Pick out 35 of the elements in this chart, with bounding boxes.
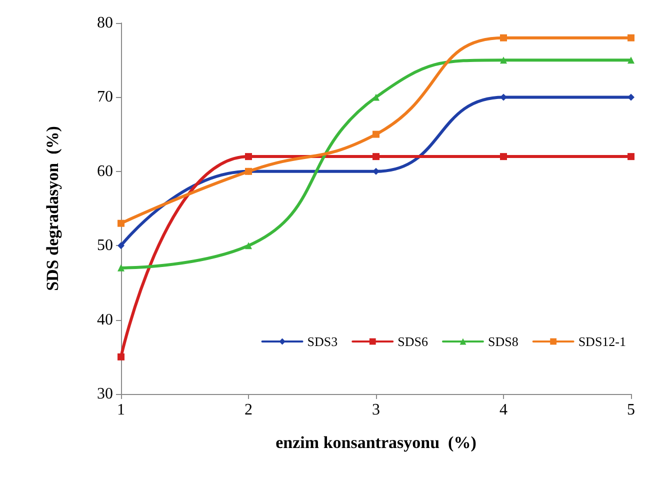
legend-label: SDS3 <box>307 334 338 349</box>
point <box>118 264 124 272</box>
point <box>372 168 380 175</box>
point <box>118 220 124 227</box>
point <box>372 130 380 138</box>
y-axis-title: SDS degradasyon (%) <box>43 126 62 291</box>
legend-label: SDS8 <box>488 334 518 349</box>
y-tick-label: 50 <box>97 237 113 254</box>
point <box>628 34 634 42</box>
legend-label: SDS6 <box>398 334 428 349</box>
point <box>118 242 124 250</box>
point <box>245 242 252 250</box>
point <box>118 353 124 360</box>
point <box>628 56 634 64</box>
point <box>628 153 634 160</box>
y-tick-label: 40 <box>97 311 113 328</box>
x-tick-label: 2 <box>244 402 252 418</box>
point <box>500 153 507 160</box>
y-tick-label: 80 <box>97 14 113 32</box>
x-tick-label: 5 <box>627 402 635 418</box>
y-tick-label: 60 <box>97 162 113 180</box>
legend-label: SDS12-1 <box>578 334 626 349</box>
point <box>245 153 252 160</box>
point <box>372 94 380 101</box>
y-tick-label: 30 <box>97 386 113 402</box>
point <box>500 34 507 42</box>
x-tick-label: 1 <box>117 402 125 418</box>
point <box>500 94 507 101</box>
x-tick-label: 4 <box>500 402 508 418</box>
point <box>628 94 634 101</box>
x-axis-title: enzim konsantrasyonu (%) <box>276 433 476 452</box>
x-tick-label: 3 <box>372 402 380 418</box>
point <box>372 153 380 160</box>
point <box>500 56 507 64</box>
y-tick-label: 70 <box>97 88 113 106</box>
